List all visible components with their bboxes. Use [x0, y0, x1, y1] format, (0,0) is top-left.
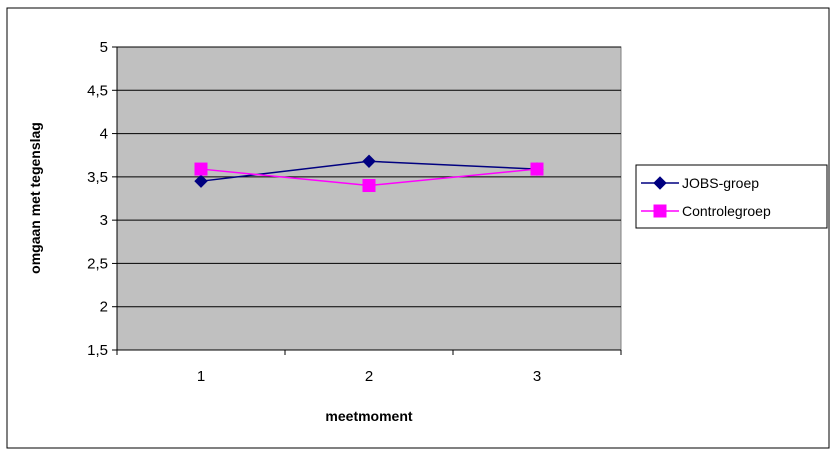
series-layer	[194, 154, 544, 193]
legend-item: Controlegroep	[641, 203, 771, 219]
data-point	[194, 162, 208, 176]
y-axis-title: omgaan met tegenslag	[27, 122, 43, 274]
legend: JOBS-groep Controlegroep	[635, 164, 828, 229]
y-tick-label: 2,5	[87, 255, 108, 272]
gridlines	[117, 46, 621, 308]
legend-label: JOBS-groep	[682, 175, 759, 191]
legend-label: Controlegroep	[682, 203, 771, 219]
data-point	[362, 179, 376, 193]
y-tick-label: 3,5	[87, 169, 108, 186]
y-tick-label: 2	[100, 299, 108, 316]
y-tick-label: 5	[100, 39, 108, 56]
x-tick-label: 1	[197, 368, 205, 385]
y-tick-label: 3	[100, 212, 108, 229]
legend-box	[635, 164, 828, 229]
data-point	[194, 174, 208, 188]
series-2	[194, 162, 544, 193]
y-axis-ticks: 1,5 2 2,5 3 3,5 4 4,5 5	[87, 39, 117, 359]
x-axis-ticks: 1 2 3	[116, 350, 622, 385]
x-tick-label: 2	[365, 368, 373, 385]
plot-area	[116, 46, 622, 351]
y-tick-label: 1,5	[87, 342, 108, 359]
x-axis-title: meetmoment	[325, 408, 412, 424]
legend-item: JOBS-groep	[641, 175, 759, 191]
data-point	[530, 162, 544, 176]
legend-marker	[653, 176, 667, 190]
data-point	[362, 154, 376, 168]
x-tick-label: 3	[533, 368, 541, 385]
legend-marker	[653, 204, 667, 218]
axes	[116, 47, 621, 351]
y-tick-label: 4	[100, 126, 108, 143]
y-tick-label: 4,5	[87, 82, 108, 99]
